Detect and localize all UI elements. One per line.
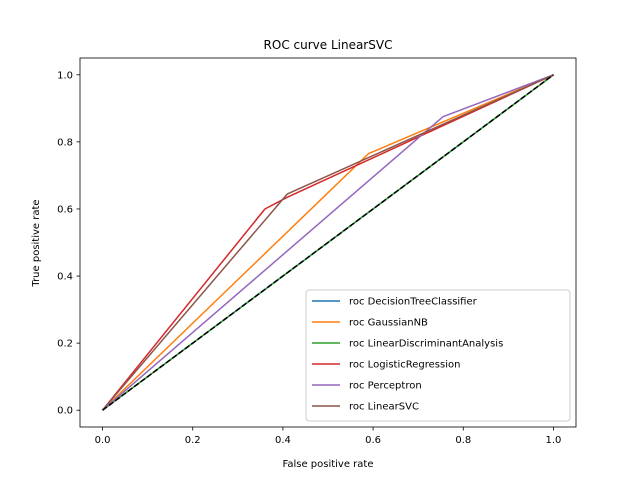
- series-line-1: [101, 74, 554, 411]
- legend: roc DecisionTreeClassifier roc GaussianNB…: [305, 289, 571, 422]
- legend-label-0: roc DecisionTreeClassifier: [349, 297, 478, 308]
- y-axis-label: True positive rate: [31, 199, 42, 287]
- legend-label-5: roc LinearSVC: [349, 402, 419, 413]
- x-tick-label-5: 1.0: [546, 435, 562, 446]
- legend-label-2: roc LinearDiscriminantAnalysis: [349, 339, 503, 350]
- x-tick-label-2: 0.4: [275, 435, 291, 446]
- legend-label-1: roc GaussianNB: [349, 318, 428, 329]
- series-line-4: [102, 74, 554, 411]
- y-tick-label-1: 0.2: [57, 339, 73, 350]
- y-tick-label-2: 0.4: [57, 272, 73, 283]
- y-tick-label-4: 0.8: [57, 137, 73, 148]
- legend-label-4: roc Perceptron: [349, 381, 422, 392]
- y-tick-label-0: 0.0: [57, 406, 73, 417]
- legend-frame: [305, 289, 571, 422]
- legend-label-3: roc LogisticRegression: [349, 360, 460, 371]
- diagonal-reference-line: [102, 74, 554, 411]
- y-tick-label-5: 1.0: [57, 70, 73, 81]
- x-tick-label-4: 0.8: [455, 435, 471, 446]
- y-tick-label-3: 0.6: [57, 204, 73, 215]
- x-axis-label: False positive rate: [283, 459, 374, 470]
- plot-frame: [79, 57, 577, 428]
- x-tick-label-3: 0.6: [365, 435, 381, 446]
- series-line-5: [101, 74, 554, 411]
- plot-area: [101, 74, 554, 411]
- x-tick-label-1: 0.2: [185, 435, 201, 446]
- axes: 0.0 0.2 0.4 0.6 0.8 1.0 0.0 0.2 0.4 0.6 0.8 1.0: [57, 57, 577, 446]
- x-tick-label-0: 0.0: [95, 435, 111, 446]
- chart-title: ROC curve LinearSVC: [264, 38, 393, 52]
